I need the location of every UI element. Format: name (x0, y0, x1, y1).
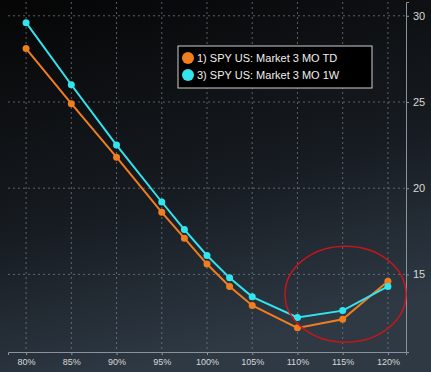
series-point (204, 261, 211, 268)
tick-label: 95% (153, 357, 171, 367)
tick-mark (117, 352, 118, 355)
highlight-ellipse (285, 246, 406, 342)
tick-mark (71, 352, 72, 355)
grid-line (26, 2, 27, 352)
tick: 90% (108, 352, 126, 367)
grid-line (8, 274, 406, 275)
tick-mark (343, 352, 344, 355)
y-axis: 15 20 25 30 (406, 3, 425, 353)
legend-marker (182, 52, 194, 64)
tick-mark (26, 352, 27, 355)
background (0, 0, 431, 372)
tick-label: 15 (413, 268, 425, 280)
tick: 85% (63, 352, 81, 367)
tick-mark (406, 188, 409, 189)
tick-label: 90% (108, 357, 126, 367)
grid-line (71, 2, 72, 352)
series-point (23, 45, 30, 52)
series-point (339, 307, 346, 314)
tick-mark (406, 102, 409, 103)
series-point (23, 19, 30, 26)
tick-label: 25 (413, 96, 425, 108)
grid-line (8, 188, 406, 189)
tick: 30 (406, 10, 425, 22)
tick-label: 110% (287, 357, 309, 367)
series-point (113, 154, 120, 161)
series-point (68, 100, 75, 107)
series-point (249, 302, 256, 309)
tick-mark (297, 352, 298, 355)
tick-label: 20 (413, 182, 425, 194)
grid-line (8, 102, 406, 103)
series-point (158, 199, 165, 206)
series-point (204, 252, 211, 259)
series-point (68, 81, 75, 88)
series-point (226, 274, 233, 281)
plot: 80% 85% 90% 95% 100% 105% 110% 115% 120% 15 20 25 30… (8, 2, 425, 367)
series-line (26, 49, 388, 328)
grid-line (387, 2, 388, 352)
series-point (181, 226, 188, 233)
tick-mark (162, 352, 163, 355)
tick-label: 105% (241, 357, 264, 367)
tick-label: 30 (413, 10, 425, 22)
tick: 105% (241, 352, 264, 367)
series-point (249, 293, 256, 300)
tick: 100% (196, 352, 219, 367)
grid-line (8, 15, 406, 16)
tick: 25 (406, 96, 425, 108)
tick-label: 115% (332, 357, 354, 367)
tick: 120% (377, 352, 400, 367)
tick-label: 100% (196, 357, 219, 367)
series-point (158, 209, 165, 216)
x-axis: 80% 85% 90% 95% 100% 105% 110% 115% 120% (9, 352, 407, 367)
chart: 80% 85% 90% 95% 100% 105% 110% 115% 120% 15 20 25 30… (0, 0, 431, 372)
tick: 20 (406, 182, 425, 194)
grid-line (116, 2, 117, 352)
axis-line (9, 353, 407, 356)
tick-label: 80% (18, 357, 36, 367)
axis-line (407, 3, 410, 353)
series-line (26, 23, 388, 318)
grid (8, 2, 406, 352)
tick: 80% (18, 352, 36, 367)
legend-box (178, 46, 372, 88)
tick-label: 120% (377, 357, 400, 367)
tick: 95% (153, 352, 171, 367)
series-point (113, 142, 120, 149)
tick: 15 (406, 268, 425, 280)
tick: 115% (332, 352, 354, 367)
series-point (226, 283, 233, 290)
tick-mark (252, 352, 253, 355)
series-point (384, 283, 391, 290)
tick-mark (406, 16, 409, 17)
tick-label: 85% (63, 357, 81, 367)
legend: 1) SPY US: Market 3 MO TD 3) SPY US: Mark… (178, 46, 372, 88)
series-point (181, 235, 188, 242)
tick-mark (388, 352, 389, 355)
tick-mark (406, 274, 409, 275)
series-point (339, 316, 346, 323)
tick-mark (207, 352, 208, 355)
grid-line (161, 2, 162, 352)
tick: 110% (287, 352, 309, 367)
legend-marker (182, 69, 194, 81)
legend-label: 3) SPY US: Market 3 MO 1W (197, 69, 340, 81)
legend-label: 1) SPY US: Market 3 MO TD (197, 52, 337, 64)
series-group (23, 19, 392, 331)
